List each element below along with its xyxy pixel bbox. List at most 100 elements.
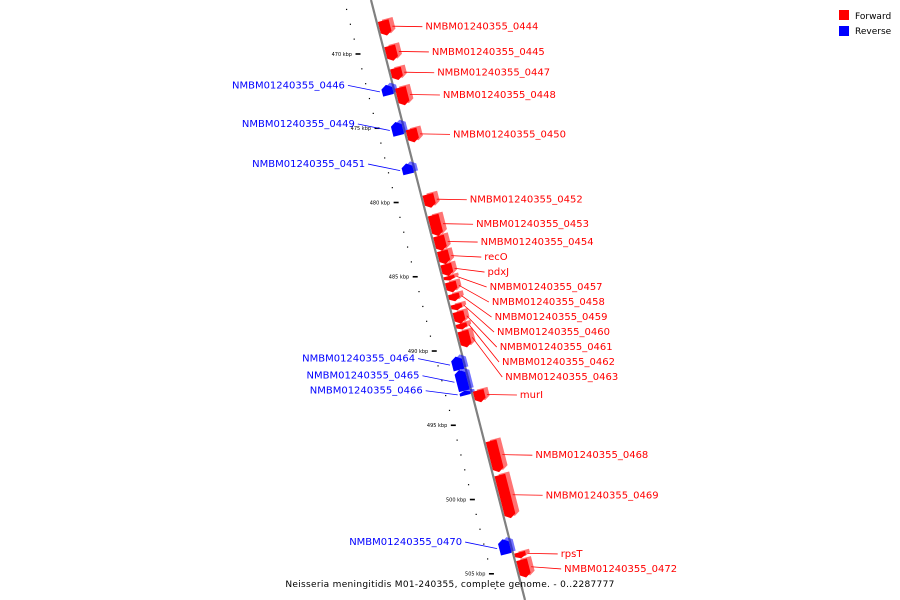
gene-label[interactable]: NMBM01240355_0470 [349, 537, 462, 548]
gene-feature[interactable] [448, 290, 464, 302]
gene-arrow[interactable] [422, 193, 436, 208]
ruler-tick-label: 485 kbp [389, 275, 409, 281]
gene-arrow[interactable] [401, 163, 415, 176]
gene-feature[interactable] [436, 247, 455, 265]
gene-label[interactable]: NMBM01240355_0468 [535, 450, 648, 461]
gene-label[interactable]: NMBM01240355_0453 [476, 219, 589, 230]
gene-label[interactable]: NMBM01240355_0461 [500, 342, 613, 353]
gene-arrow[interactable] [485, 439, 504, 473]
gene-label[interactable]: NMBM01240355_0465 [306, 371, 419, 382]
gene-feature[interactable] [450, 300, 467, 311]
gene-arrow[interactable] [472, 389, 486, 403]
gene-leader-line [409, 94, 440, 96]
gene-arrow[interactable] [451, 356, 465, 372]
gene-arrow[interactable] [440, 262, 454, 277]
gene-label[interactable]: pdxJ [488, 267, 510, 278]
gene-label[interactable]: NMBM01240355_0464 [302, 354, 415, 365]
ruler-dot [475, 513, 477, 515]
gene-label[interactable]: NMBM01240355_0446 [232, 80, 345, 91]
gene-label[interactable]: murI [520, 390, 543, 401]
gene-arrow[interactable] [395, 86, 410, 106]
gene-feature[interactable] [405, 125, 423, 143]
ruler-dot [406, 246, 409, 248]
gene-label[interactable]: NMBM01240355_0462 [502, 357, 615, 368]
gene-label[interactable]: NMBM01240355_0459 [495, 312, 608, 323]
gene-feature[interactable] [455, 320, 472, 330]
gene-label[interactable]: recO [484, 252, 508, 263]
gene-arrow[interactable] [514, 550, 526, 559]
gene-arrow[interactable] [452, 310, 466, 324]
gene-feature[interactable] [485, 437, 508, 473]
gene-arrow[interactable] [377, 19, 392, 36]
gene-arrow[interactable] [384, 44, 398, 61]
gene-arrow[interactable] [381, 84, 394, 97]
gene-label[interactable]: NMBM01240355_0466 [310, 386, 423, 397]
gene-feature[interactable] [516, 556, 535, 578]
gene-arrow[interactable] [427, 213, 443, 236]
gene-feature[interactable] [381, 82, 398, 97]
legend-swatch-forward [839, 10, 849, 20]
gene-arrow[interactable] [516, 558, 531, 578]
gene-feature[interactable] [422, 190, 440, 208]
gene-label[interactable]: NMBM01240355_0449 [242, 119, 355, 130]
gene-feature[interactable] [472, 386, 490, 403]
ruler-dot [387, 172, 390, 174]
gene-feature[interactable] [377, 17, 396, 36]
gene-feature[interactable] [498, 537, 516, 556]
gene-feature[interactable] [452, 308, 470, 324]
gene-feature[interactable] [457, 327, 476, 348]
gene-feature[interactable] [401, 161, 419, 176]
gene-feature[interactable] [440, 260, 458, 277]
gene-arrow[interactable] [454, 369, 470, 393]
gene-leader-line [512, 494, 543, 496]
gene-feature[interactable] [427, 211, 447, 236]
gene-label[interactable]: NMBM01240355_0458 [492, 297, 605, 308]
gene-arrow[interactable] [455, 322, 468, 330]
gene-feature[interactable] [459, 388, 475, 397]
gene-leader-line [465, 541, 498, 549]
gene-arrow[interactable] [444, 280, 458, 293]
ruler-tick-label: 505 kbp [465, 572, 485, 578]
gene-feature[interactable] [443, 272, 459, 281]
gene-label[interactable]: NMBM01240355_0451 [252, 159, 365, 170]
gene-arrow[interactable] [457, 329, 472, 348]
gene-arrow[interactable] [450, 302, 463, 311]
gene-arrow[interactable] [390, 121, 405, 137]
gene-label[interactable]: NMBM01240355_0454 [481, 237, 594, 248]
gene-label[interactable]: NMBM01240355_0463 [505, 372, 618, 383]
gene-arrow[interactable] [436, 249, 451, 265]
ruler-tick-label: 470 kbp [332, 52, 352, 58]
gene-label[interactable]: NMBM01240355_0445 [432, 47, 545, 58]
gene-arrow[interactable] [405, 127, 419, 143]
ruler-dot [353, 38, 355, 40]
gene-feature[interactable] [454, 367, 474, 393]
gene-arrow[interactable] [390, 66, 403, 81]
gene-label[interactable]: NMBM01240355_0469 [546, 490, 659, 501]
gene-feature[interactable] [433, 232, 451, 251]
ruler-dot [384, 157, 386, 159]
gene-arrow[interactable] [448, 292, 460, 302]
gene-arrow[interactable] [459, 390, 471, 397]
gene-feature[interactable] [494, 471, 520, 519]
gene-feature[interactable] [451, 354, 469, 372]
gene-leader-line [502, 454, 533, 456]
gene-arrow[interactable] [443, 274, 455, 281]
gene-label[interactable]: NMBM01240355_0448 [443, 90, 556, 101]
gene-label[interactable]: NMBM01240355_0457 [490, 282, 603, 293]
gene-feature[interactable] [444, 278, 462, 293]
gene-arrow[interactable] [498, 539, 512, 556]
gene-arrow[interactable] [494, 473, 516, 519]
gene-label[interactable]: rpsT [561, 549, 584, 560]
gene-feature[interactable] [384, 42, 402, 61]
gene-label[interactable]: NMBM01240355_0447 [437, 68, 550, 79]
gene-arrow[interactable] [433, 234, 447, 251]
gene-label[interactable]: NMBM01240355_0460 [497, 327, 610, 338]
gene-label[interactable]: NMBM01240355_0472 [564, 564, 677, 575]
gene-feature[interactable] [390, 119, 409, 137]
gene-label[interactable]: NMBM01240355_0452 [470, 195, 583, 206]
gene-feature[interactable] [395, 83, 414, 106]
gene-label[interactable]: NMBM01240355_0444 [425, 22, 538, 33]
gene-label[interactable]: NMBM01240355_0450 [453, 129, 566, 140]
gene-feature[interactable] [390, 64, 407, 81]
gene-feature[interactable] [514, 548, 530, 559]
